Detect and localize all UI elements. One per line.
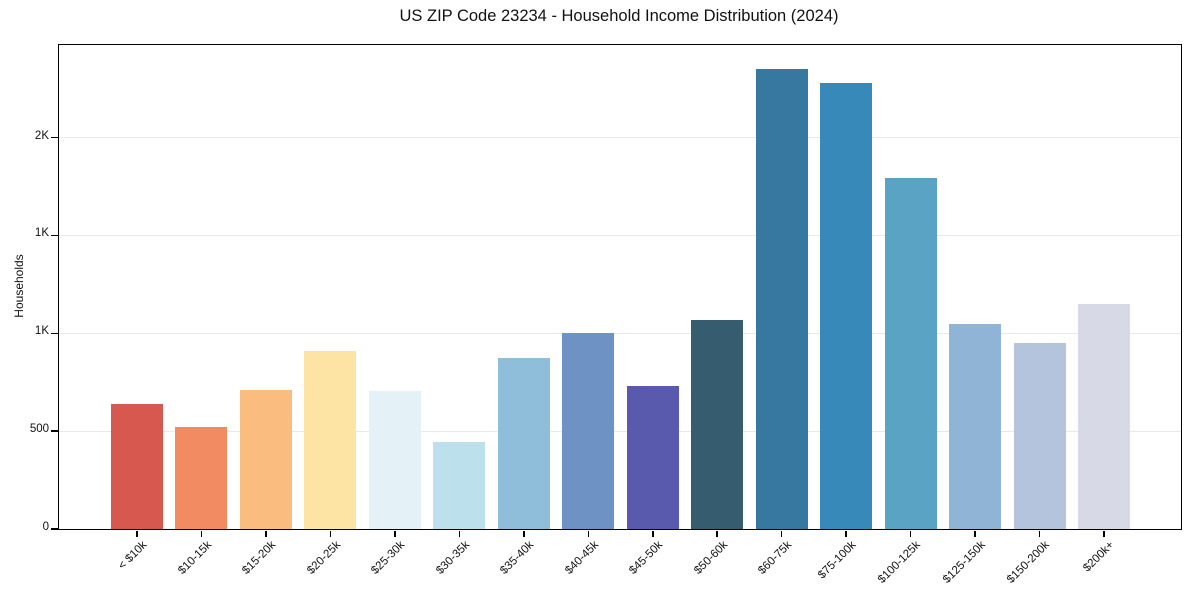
y-tick-mark xyxy=(51,234,59,237)
x-tick-mark xyxy=(716,530,718,537)
y-tick-label: 1K xyxy=(34,227,49,240)
x-tick-label: $150-200k xyxy=(1005,539,1053,586)
x-tick-mark xyxy=(974,530,976,537)
y-tick-mark xyxy=(51,332,59,335)
x-tick-label: $25-30k xyxy=(369,539,408,577)
y-tick-mark xyxy=(51,136,59,139)
x-tick-label: $100-125k xyxy=(876,539,924,586)
x-tick-label: $40-45k xyxy=(562,539,601,577)
bar-30-35k xyxy=(433,441,486,529)
x-tick-label: < $10k xyxy=(116,539,150,573)
x-tick-mark xyxy=(652,530,654,537)
gridline-2000 xyxy=(59,137,1181,139)
x-tick-mark xyxy=(458,530,461,537)
bar-15-20k xyxy=(239,390,292,529)
bar-50-60k xyxy=(691,319,744,529)
y-tick-label: 0 xyxy=(42,521,49,533)
x-tick-mark xyxy=(909,530,912,537)
y-tick-label: 500 xyxy=(29,423,49,436)
bar-45-50k xyxy=(626,386,679,529)
x-tick-label: $50-60k xyxy=(691,539,730,577)
x-tick-mark xyxy=(1103,530,1105,537)
bar-60-75k xyxy=(755,69,808,529)
bar-40-45k xyxy=(562,333,615,529)
y-tick-mark xyxy=(51,430,59,432)
x-tick-mark xyxy=(523,530,525,537)
y-tick-label: 1K xyxy=(34,325,49,338)
bar-75-100k xyxy=(820,82,873,529)
x-tick-mark xyxy=(780,530,783,537)
x-tick-mark xyxy=(136,530,138,537)
bar-35-40k xyxy=(497,357,550,529)
y-axis-label: Households xyxy=(12,254,26,318)
x-tick-label: $60-75k xyxy=(756,539,795,577)
x-tick-mark xyxy=(200,530,203,537)
bar-25-30k xyxy=(368,391,421,529)
plot-area: 0 500 1K 1K 2K < $10k $10-15k $15-20k $20-25k $25… xyxy=(30,44,1182,586)
x-tick-label: $45-50k xyxy=(627,539,666,577)
x-tick-mark xyxy=(1038,530,1041,537)
bar-10-15k xyxy=(175,427,228,529)
bar-10k xyxy=(111,403,163,529)
x-tick-mark xyxy=(845,530,847,537)
x-tick-mark xyxy=(329,530,332,537)
x-tick-label: $125-150k xyxy=(940,539,988,586)
gridline-1500 xyxy=(59,234,1181,236)
x-tick-label: $15-20k xyxy=(240,539,279,577)
bar-150-200k xyxy=(1013,343,1066,529)
x-tick-label: $30-35k xyxy=(433,539,472,577)
x-tick-mark xyxy=(265,530,267,537)
gridline-1000 xyxy=(59,332,1181,334)
x-tick-label: $20-25k xyxy=(305,539,343,577)
y-tick-mark xyxy=(51,528,59,530)
bar-125-150k xyxy=(949,324,1002,529)
x-tick-mark xyxy=(394,530,396,537)
x-tick-mark xyxy=(587,530,590,537)
x-tick-label: $35-40k xyxy=(498,539,537,577)
bar-200k xyxy=(1078,303,1131,529)
x-tick-label: $10-15k xyxy=(176,539,214,577)
x-tick-label: $75-100k xyxy=(816,539,859,582)
bar-100-125k xyxy=(884,177,937,529)
bar-20-25k xyxy=(304,350,357,529)
x-tick-label: $200k+ xyxy=(1081,539,1117,575)
chart-title: US ZIP Code 23234 - Household Income Dis… xyxy=(399,7,839,25)
y-tick-label: 2K xyxy=(34,129,49,142)
gridline-500 xyxy=(59,430,1181,432)
